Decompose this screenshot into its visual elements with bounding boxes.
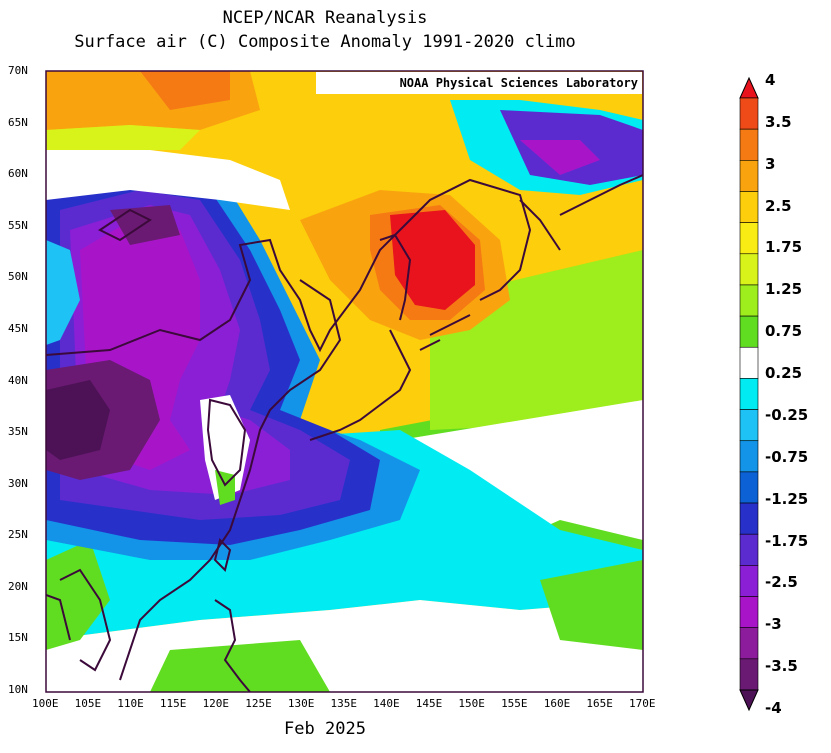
colorbar-swatch: [739, 533, 759, 566]
lon-tick-label: 110E: [117, 697, 144, 710]
colorbar-max-arrow: [739, 76, 759, 99]
colorbar-label: -0.25: [765, 405, 809, 424]
colorbar-swatch: [739, 409, 759, 442]
colorbar-swatch: [739, 284, 759, 317]
colorbar-label: -0.75: [765, 447, 809, 466]
lat-tick-label: 60N: [8, 167, 28, 181]
lon-tick-label: 105E: [74, 697, 102, 710]
lat-tick-label: 55N: [8, 218, 28, 232]
colorbar-label: -2.5: [765, 573, 798, 592]
colorbar-label: -3.5: [765, 657, 798, 676]
map-subtitle: Surface air (C) Composite Anomaly 1991-2…: [74, 32, 576, 52]
colorbar-swatch: [739, 502, 759, 535]
lon-tick-label: 155E: [501, 697, 528, 710]
lon-tick-label: 130E: [287, 697, 315, 710]
anomaly-field: [46, 71, 643, 692]
colorbar-swatch: [739, 596, 759, 628]
colorbar-label: -4: [765, 699, 782, 717]
lat-tick-label: 65N: [8, 115, 28, 129]
lon-tick-label: 145E: [415, 697, 443, 710]
lon-tick-label: 140E: [373, 697, 400, 710]
lat-tick-label: 40N: [8, 373, 28, 387]
colorbar-label: -1.25: [765, 489, 809, 508]
lat-tick-label: 50N: [8, 270, 28, 284]
lat-tick-label: 20N: [8, 579, 28, 593]
period-label: Feb 2025: [284, 719, 366, 739]
colorbar: [739, 76, 759, 712]
colorbar-label: 3.5: [765, 112, 792, 131]
colorbar-label: -1.75: [765, 531, 809, 550]
colorbar-swatch: [739, 97, 759, 130]
lat-tick-label: 45N: [8, 321, 28, 335]
colorbar-swatch: [739, 222, 759, 255]
colorbar-swatch: [739, 440, 759, 473]
colorbar-swatch: [739, 378, 759, 410]
credit-label: NOAA Physical Sciences Laboratory: [316, 72, 642, 94]
colorbar-label: 0.25: [765, 364, 803, 383]
lat-tick-label: 25N: [8, 528, 28, 542]
map-title: NCEP/NCAR Reanalysis: [222, 8, 428, 28]
lat-tick-label: 70N: [8, 64, 28, 77]
lon-tick-label: 160E: [543, 697, 571, 710]
colorbar-swatch: [739, 471, 759, 504]
lat-tick-label: 15N: [8, 631, 28, 645]
colorbar-swatch: [739, 191, 759, 223]
colorbar-label: 1.25: [765, 280, 803, 299]
lon-tick-label: 100E: [32, 697, 59, 710]
lon-tick-label: 165E: [586, 697, 613, 710]
colorbar-label: -3: [765, 615, 782, 634]
lon-tick-label: 120E: [202, 697, 230, 710]
lat-tick-label: 30N: [8, 476, 28, 490]
map-frame: [45, 70, 644, 693]
coastlines: [46, 174, 643, 692]
colorbar-min-arrow: [739, 689, 759, 712]
lon-tick-label: 135E: [330, 697, 358, 710]
colorbar-swatch: [739, 565, 759, 597]
colorbar-label: 3: [765, 154, 776, 173]
colorbar-label: 2.5: [765, 196, 792, 215]
colorbar-swatch: [739, 315, 759, 348]
lon-tick-label: 170E: [629, 697, 656, 710]
lon-tick-label: 150E: [458, 697, 485, 710]
lat-tick-label: 35N: [8, 425, 28, 439]
colorbar-swatch: [739, 627, 759, 660]
lon-tick-label: 115E: [159, 697, 187, 710]
colorbar-label: 4: [765, 71, 776, 89]
colorbar-swatch: [739, 160, 759, 192]
colorbar-swatch: [739, 128, 759, 161]
lat-tick-label: 10N: [8, 683, 28, 696]
colorbar-label: 0.75: [765, 322, 803, 341]
colorbar-swatch: [739, 346, 759, 379]
colorbar-swatch: [739, 253, 759, 286]
colorbar-swatch: [739, 658, 759, 691]
colorbar-label: 1.75: [765, 238, 803, 257]
lon-tick-label: 125E: [245, 697, 272, 710]
